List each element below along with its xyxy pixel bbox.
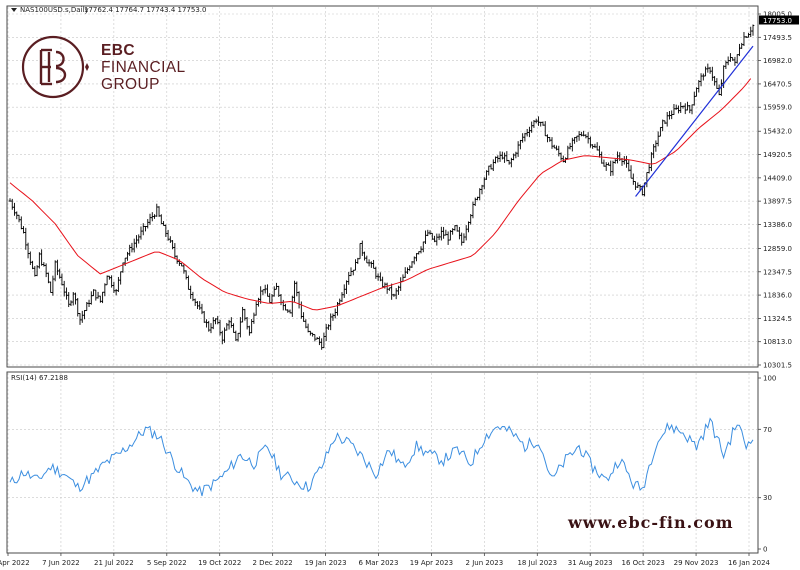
time-tick-label: 16 Oct 2023: [622, 559, 665, 567]
rsi-grid: [7, 373, 757, 552]
rsi-label: RSI(14) 67.2188: [11, 374, 68, 382]
rsi-line: [9, 417, 754, 497]
price-tick-label: 11836.0: [763, 292, 792, 300]
symbol-label: NAS100USD.s,Daily: [20, 6, 89, 14]
time-tick-label: 19 Apr 2023: [410, 559, 453, 567]
time-tick-label: 19 Jan 2023: [305, 559, 347, 567]
time-tick-label: 7 Jun 2022: [42, 559, 80, 567]
time-tick-label: 31 Aug 2023: [568, 559, 613, 567]
candles: [8, 24, 755, 350]
logo-line1: EBC: [101, 42, 135, 59]
price-tick-label: 11324.5: [763, 315, 792, 323]
rsi-panel-frame: [6, 371, 759, 554]
time-axis: 22 Apr 2022 7 Jun 2022 21 Jul 2022 5 Sep 20…: [0, 553, 771, 567]
logo-monogram-icon: [39, 48, 67, 86]
logo-sparkle-icon: [85, 63, 89, 71]
price-tick-label: 10301.5: [763, 362, 792, 370]
price-tick-label: 13386.0: [763, 221, 792, 229]
time-tick-label: 5 Sep 2022: [147, 559, 187, 567]
trendline: [635, 45, 754, 197]
rsi-tick-label: 0: [763, 546, 767, 554]
logo-ring-icon: [21, 35, 85, 99]
logo-line2: FINANCIAL: [101, 59, 186, 76]
price-tick-label: 13897.5: [763, 198, 792, 206]
time-tick-label: 6 Mar 2023: [359, 559, 399, 567]
price-tick-label: 14409.0: [763, 174, 792, 182]
price-panel-frame: [6, 5, 759, 368]
price-tick-label: 12859.0: [763, 245, 792, 253]
price-panel: 18005.0 17493.5 16982.0 16470.5 15959.0 15432…: [6, 5, 799, 370]
rsi-panel: 0 30 70 100 RSI(14) 67.2188: [6, 371, 776, 554]
watermark-url: www.ebc-fin.com: [567, 513, 734, 532]
moving-average-line: [9, 78, 752, 311]
price-tick-label: 15432.0: [763, 128, 792, 136]
last-price-label: 17753.0: [763, 17, 792, 25]
rsi-axis: 0 30 70 100: [758, 375, 776, 554]
rsi-tick-label: 100: [763, 375, 776, 383]
logo-line3: GROUP: [101, 76, 160, 93]
collapse-triangle-icon[interactable]: [11, 8, 17, 12]
rsi-tick-label: 70: [763, 426, 772, 434]
time-tick-label: 16 Jan 2024: [728, 559, 771, 567]
price-tick-label: 17493.5: [763, 34, 792, 42]
time-tick-label: 19 Oct 2022: [198, 559, 241, 567]
time-tick-label: 29 Nov 2023: [674, 559, 719, 567]
price-tick-label: 15959.0: [763, 104, 792, 112]
time-tick-label: 21 Jul 2022: [94, 559, 134, 567]
time-tick-label: 2 Dec 2022: [253, 559, 293, 567]
price-tick-label: 16982.0: [763, 57, 792, 65]
last-price-box: [759, 15, 799, 25]
ohlc-values: 17762.4 17764.7 17743.4 17753.0: [84, 6, 206, 14]
price-tick-label: 12347.5: [763, 268, 792, 276]
ebc-logo: EBC FINANCIAL GROUP: [21, 35, 186, 99]
price-tick-label: 16470.5: [763, 80, 792, 88]
time-tick-label: 22 Apr 2022: [0, 559, 30, 567]
time-tick-label: 18 Jul 2023: [517, 559, 557, 567]
rsi-tick-label: 30: [763, 494, 772, 502]
time-tick-label: 2 Jun 2023: [466, 559, 504, 567]
price-tick-label: 14920.5: [763, 151, 792, 159]
price-axis: 18005.0 17493.5 16982.0 16470.5 15959.0 15432…: [758, 11, 792, 370]
price-tick-label: 18005.0: [763, 11, 792, 19]
price-tick-label: 10813.0: [763, 338, 792, 346]
